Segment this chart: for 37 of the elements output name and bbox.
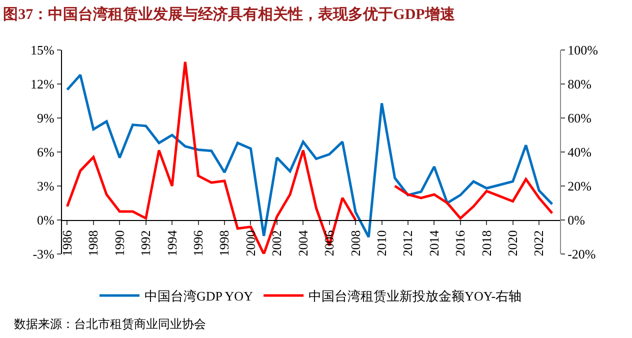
x-tick-label: 2004	[295, 230, 310, 256]
x-tick-label: 2012	[400, 230, 416, 256]
y-tick-label: 9%	[37, 110, 55, 126]
x-tick-label: 2018	[478, 230, 494, 256]
y-tick-label: 15%	[30, 42, 55, 58]
y2-tick-label: 100%	[568, 42, 598, 58]
y2-tick-label: 60%	[568, 110, 592, 126]
x-tick-label: 1990	[112, 230, 127, 256]
y-tick-label: 0%	[37, 212, 55, 228]
x-tick-label: 2010	[374, 230, 389, 256]
x-tick-label: 2020	[505, 230, 520, 256]
legend-label: 中国台湾GDP YOY	[144, 288, 254, 304]
x-tick-label: 1988	[86, 230, 101, 256]
x-tick-label: 2022	[531, 230, 546, 256]
y2-tick-label: 80%	[568, 76, 592, 92]
legend-label: 中国台湾租赁业新投放金额YOY-右轴	[308, 288, 522, 304]
y-tick-label: 6%	[37, 144, 55, 160]
y-tick-label: 12%	[30, 76, 55, 92]
x-tick-label: 2016	[452, 230, 468, 256]
x-tick-label: 1992	[138, 230, 154, 256]
x-tick-label: 1994	[164, 230, 180, 256]
x-tick-label: 2008	[348, 230, 363, 256]
x-tick-label: 1986	[59, 230, 74, 256]
y-tick-label: -3%	[32, 246, 55, 262]
x-tick-label: 1998	[216, 230, 232, 256]
x-tick-label: 2014	[426, 230, 442, 256]
x-tick-label: 2000	[242, 230, 258, 256]
source-note: 数据来源：台北市租赁商业同业协会	[14, 317, 206, 331]
x-tick-label: 1996	[190, 230, 206, 256]
y2-tick-label: 40%	[568, 144, 592, 160]
x-tick-label: 2002	[269, 230, 284, 256]
y2-tick-label: 20%	[568, 178, 592, 194]
y2-tick-label: 0%	[568, 212, 586, 228]
chart-title: 图37：中国台湾租赁业发展与经济具有相关性，表现多优于GDP增速	[3, 4, 456, 23]
y2-tick-label: -20%	[568, 246, 596, 262]
y-tick-label: 3%	[37, 178, 55, 194]
x-tick-label: 2006	[322, 230, 337, 256]
